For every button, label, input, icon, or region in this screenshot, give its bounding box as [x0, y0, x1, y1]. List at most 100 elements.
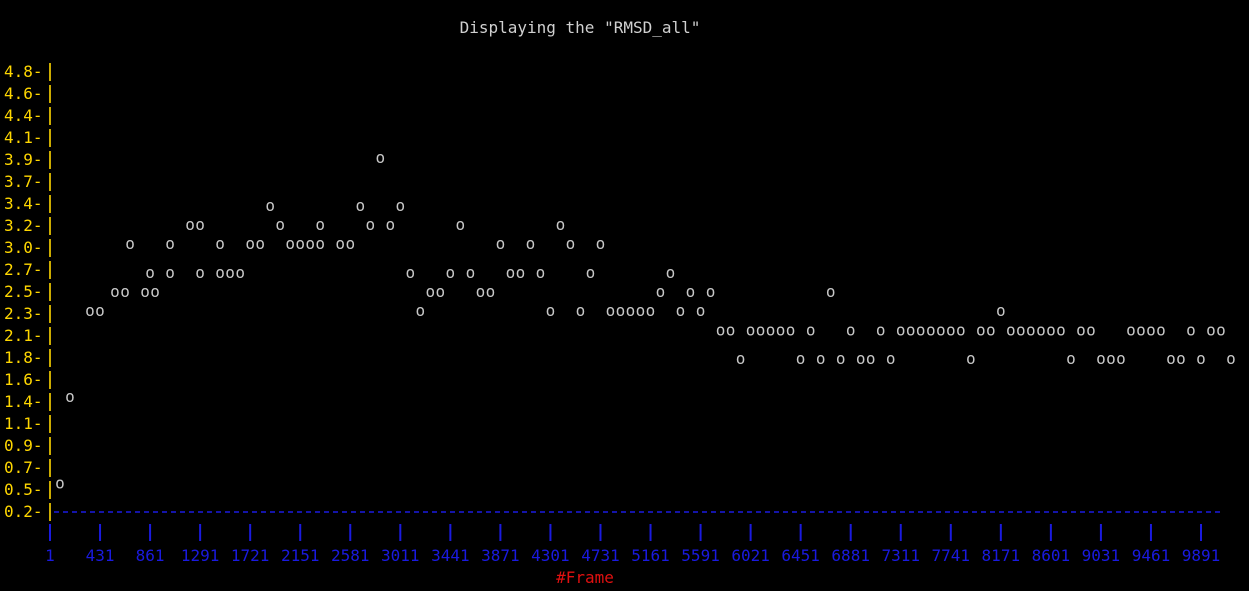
data-point: o: [996, 301, 1006, 320]
data-point: o: [956, 320, 966, 339]
data-point: o: [285, 234, 295, 253]
x-tick-label: 9891: [1182, 546, 1221, 565]
data-point: o: [476, 282, 486, 301]
y-tick-label: 4.6-: [4, 84, 43, 103]
data-point: o: [150, 282, 160, 301]
data-point: o: [846, 320, 856, 339]
data-point: o: [516, 263, 526, 282]
data-point: o: [1036, 320, 1046, 339]
data-point: o: [726, 320, 736, 339]
data-point: o: [315, 234, 325, 253]
data-point: o: [786, 320, 796, 339]
y-tick-label: 2.5-: [4, 282, 43, 301]
y-tick-label: 3.2-: [4, 216, 43, 235]
data-point: o: [696, 301, 706, 320]
data-point: o: [976, 320, 986, 339]
x-axis: 1 431 861 1291 1721 2151 2581 3011 3441 3871 4301 4…: [45, 511, 1224, 565]
y-tick-label: 2.1-: [4, 326, 43, 345]
data-point: o: [926, 320, 936, 339]
data-point: o: [295, 234, 305, 253]
data-point: o: [1146, 320, 1156, 339]
data-point: o: [95, 301, 105, 320]
data-point: o: [375, 148, 385, 167]
data-point: o: [1126, 320, 1136, 339]
x-tick-label: 4301: [531, 546, 570, 565]
data-point: o: [1046, 320, 1056, 339]
y-tick-label: 1.8-: [4, 348, 43, 367]
data-point: o: [816, 349, 826, 368]
data-point: o: [185, 215, 195, 234]
x-tick-label: 1: [45, 546, 55, 565]
data-point: o: [906, 320, 916, 339]
x-tick-label: 6021: [731, 546, 770, 565]
data-point: o: [165, 234, 175, 253]
data-point: o: [886, 349, 896, 368]
x-tick-label: 3011: [381, 546, 420, 565]
data-point: o: [616, 301, 626, 320]
x-tick-label: 2581: [331, 546, 370, 565]
data-point: o: [916, 320, 926, 339]
data-point: o: [120, 282, 130, 301]
data-point: o: [666, 263, 676, 282]
data-point: o: [405, 263, 415, 282]
data-point: o: [425, 282, 435, 301]
data-point: o: [1166, 349, 1176, 368]
data-point: o: [365, 215, 375, 234]
data-point: o: [676, 301, 686, 320]
data-point: o: [195, 263, 205, 282]
data-point: o: [706, 282, 716, 301]
data-point: o: [866, 349, 876, 368]
data-point: o: [1056, 320, 1066, 339]
data-point: o: [656, 282, 666, 301]
y-tick-label: 4.8-: [4, 62, 43, 81]
x-tick-label: 861: [136, 546, 165, 565]
data-point: o: [255, 234, 265, 253]
data-point: o: [215, 263, 225, 282]
y-tick-label: 3.9-: [4, 150, 43, 169]
y-tick-label: 2.7-: [4, 260, 43, 279]
data-point: o: [235, 263, 245, 282]
data-point: o: [275, 215, 285, 234]
x-tick-label: 8171: [982, 546, 1021, 565]
data-point: o: [646, 301, 656, 320]
x-tick-label: 1291: [181, 546, 220, 565]
data-point: o: [395, 196, 405, 215]
data-point: o: [1096, 349, 1106, 368]
data-point: o: [1006, 320, 1016, 339]
y-tick-label: 3.4-: [4, 194, 43, 213]
x-tick-label: 9461: [1132, 546, 1171, 565]
data-point: o: [435, 282, 445, 301]
data-point: o: [596, 234, 606, 253]
data-point: o: [1086, 320, 1096, 339]
data-point: o: [806, 320, 816, 339]
x-tick-label: 2151: [281, 546, 320, 565]
data-point: o: [1196, 349, 1206, 368]
data-point: o: [1116, 349, 1126, 368]
data-point: o: [125, 234, 135, 253]
y-tick-label: 4.1-: [4, 128, 43, 147]
data-point: o: [110, 282, 120, 301]
data-point: o: [506, 263, 516, 282]
x-tick-label: 7311: [881, 546, 920, 565]
y-tick-label: 0.2-: [4, 502, 43, 521]
y-tick-label: 2.3-: [4, 304, 43, 323]
x-axis-label: #Frame: [556, 568, 614, 587]
x-tick-label: 4731: [581, 546, 620, 565]
data-point: o: [345, 234, 355, 253]
data-point: o: [1206, 320, 1216, 339]
data-point: o: [566, 234, 576, 253]
data-point: o: [1066, 349, 1076, 368]
data-point: o: [766, 320, 776, 339]
data-point: o: [65, 387, 75, 406]
x-tick-label: 5161: [631, 546, 670, 565]
data-point: o: [736, 349, 746, 368]
data-point: o: [606, 301, 616, 320]
y-tick-label: 1.4-: [4, 392, 43, 411]
data-point: o: [315, 215, 325, 234]
x-tick-label: 1721: [231, 546, 270, 565]
data-point: o: [145, 263, 155, 282]
data-point: o: [355, 196, 365, 215]
data-point: o: [1226, 349, 1236, 368]
